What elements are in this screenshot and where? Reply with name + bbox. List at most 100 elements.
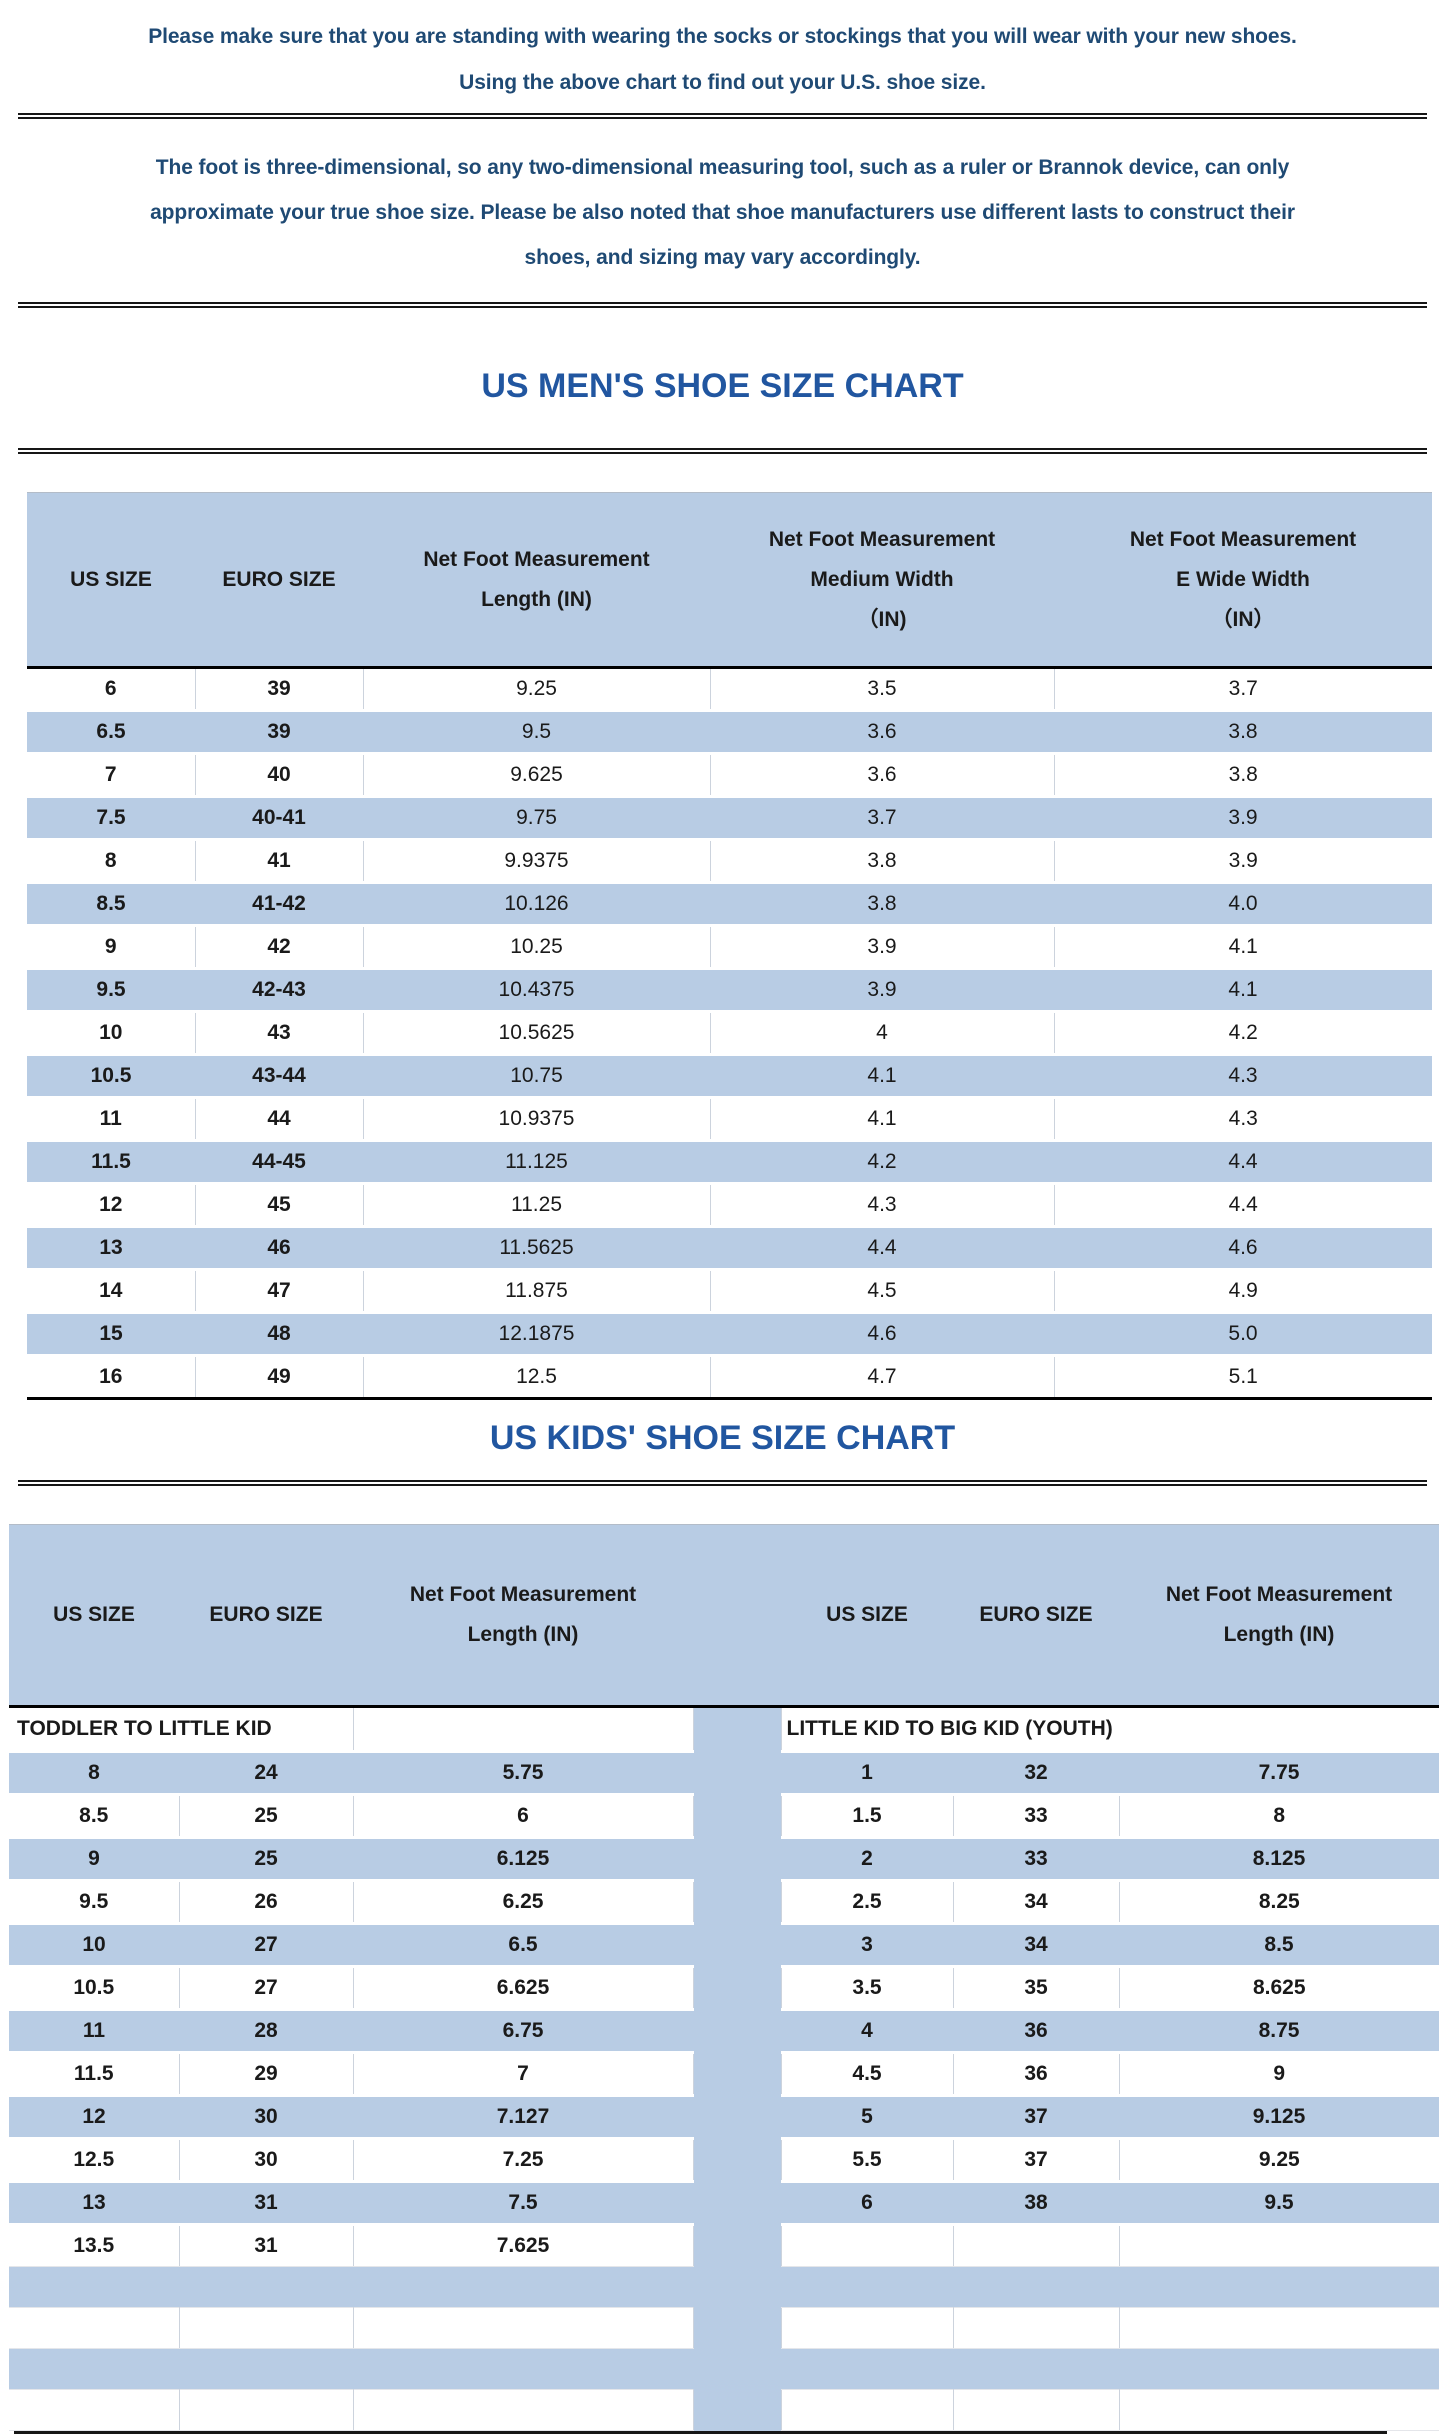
table-cell: 12.1875 bbox=[363, 1311, 710, 1357]
table-cell: 7 bbox=[352, 2052, 694, 2096]
header-line: Net Foot Measurement bbox=[1165, 1583, 1393, 1606]
table-row: 6.5 39 9.5 3.6 3.8 bbox=[27, 709, 1432, 755]
divider-rule bbox=[18, 302, 1427, 308]
table-cell: 4.1 bbox=[709, 1097, 1055, 1141]
table-cell: 10.126 bbox=[363, 881, 710, 927]
table-cell: 39 bbox=[194, 667, 364, 711]
table-cell: 3.7 bbox=[1053, 667, 1432, 711]
table-cell: 3.9 bbox=[710, 967, 1054, 1013]
table-cell: 3 bbox=[781, 1922, 953, 1968]
table-cell: 36 bbox=[952, 2052, 1120, 2096]
table-row: 8 24 5.75 1 32 7.75 bbox=[9, 1750, 1439, 1796]
table-row: 9.5 42-43 10.4375 3.9 4.1 bbox=[27, 967, 1432, 1013]
table-cell: 37 bbox=[952, 2138, 1120, 2182]
table-cell: 25 bbox=[178, 1794, 354, 1838]
column-header-e-wide-width: Net Foot Measurement E Wide Width （IN） bbox=[1054, 492, 1432, 669]
header-line: Length (IN) bbox=[467, 1623, 579, 1646]
kids-size-table: US SIZE EURO SIZE Net Foot Measurement Le… bbox=[9, 1524, 1439, 2431]
table-cell: 3.8 bbox=[709, 839, 1055, 883]
table-row: 8.5 25 6 1.5 33 8 bbox=[9, 1794, 1439, 1838]
disclaimer-line: shoes, and sizing may vary accordingly. bbox=[524, 246, 921, 269]
table-cell: 2.5 bbox=[780, 1880, 954, 1924]
table-cell: 5 bbox=[781, 2094, 953, 2140]
table-cell: 12.5 bbox=[9, 2138, 180, 2182]
table-cell: 3.6 bbox=[709, 753, 1055, 797]
table-cell: 6.5 bbox=[353, 1922, 693, 1968]
table-cell: 4.2 bbox=[710, 1139, 1054, 1185]
table-cell: 40 bbox=[194, 753, 364, 797]
table-cell: 4 bbox=[781, 2008, 953, 2054]
table-cell: 26 bbox=[178, 1880, 354, 1924]
section-title-right: LITTLE KID TO BIG KID (YOUTH) bbox=[780, 1706, 1439, 1752]
table-cell: 3.9 bbox=[1054, 795, 1432, 841]
table-cell: 10.9375 bbox=[362, 1097, 711, 1141]
table-cell: 9 bbox=[9, 1836, 179, 1882]
table-cell: 45 bbox=[194, 1183, 364, 1227]
table-cell: 1 bbox=[781, 1750, 953, 1796]
table-row: 8 41 9.9375 3.8 3.9 bbox=[27, 839, 1432, 883]
table-cell: 3.5 bbox=[780, 1966, 954, 2010]
empty-cell bbox=[178, 2307, 354, 2349]
table-row: 11 44 10.9375 4.1 4.3 bbox=[27, 1097, 1432, 1141]
table-cell bbox=[780, 2224, 954, 2267]
table-row: 13 46 11.5625 4.4 4.6 bbox=[27, 1225, 1432, 1271]
table-row: 12 30 7.127 5 37 9.125 bbox=[9, 2094, 1439, 2140]
column-header-medium-width: Net Foot Measurement Medium Width （IN) bbox=[710, 492, 1054, 669]
table-cell: 9.25 bbox=[1118, 2138, 1439, 2182]
empty-row bbox=[9, 2307, 1439, 2349]
table-cell: 30 bbox=[179, 2094, 353, 2140]
empty-cell bbox=[1118, 2307, 1439, 2349]
table-cell: 4.1 bbox=[1054, 967, 1432, 1013]
table-cell: 6.125 bbox=[353, 1836, 693, 1882]
table-cell: 6 bbox=[27, 667, 196, 711]
table-cell: 9 bbox=[27, 925, 196, 969]
table-divider-column bbox=[693, 2307, 781, 2349]
column-header-us-size: US SIZE bbox=[781, 1524, 953, 1708]
table-cell: 10.25 bbox=[362, 925, 711, 969]
empty-cell bbox=[9, 2266, 1439, 2308]
table-cell: 9.5 bbox=[363, 709, 710, 755]
column-header-length: Net Foot Measurement Length (IN) bbox=[1119, 1524, 1439, 1708]
table-cell: 9.125 bbox=[1119, 2094, 1439, 2140]
column-header-us-size: US SIZE bbox=[9, 1524, 179, 1708]
table-row: 11.5 29 7 4.5 36 9 bbox=[9, 2052, 1439, 2096]
table-cell: 37 bbox=[953, 2094, 1119, 2140]
header-line: （IN） bbox=[1211, 607, 1275, 631]
table-cell: 4.0 bbox=[1054, 881, 1432, 927]
table-cell: 6 bbox=[781, 2180, 953, 2226]
table-row: 11 28 6.75 4 36 8.75 bbox=[9, 2008, 1439, 2054]
table-cell: 13 bbox=[27, 1225, 195, 1271]
table-cell: 3.6 bbox=[710, 709, 1054, 755]
mens-chart-title: US MEN'S SHOE SIZE CHART bbox=[481, 367, 964, 405]
mens-size-table: US SIZE EURO SIZE Net Foot Measurement Le… bbox=[27, 492, 1432, 1400]
table-cell: 13 bbox=[9, 2180, 179, 2226]
header-line: （IN) bbox=[857, 607, 907, 631]
table-cell: 40-41 bbox=[195, 795, 363, 841]
section-title-left: TODDLER TO LITTLE KID bbox=[9, 1706, 354, 1752]
table-cell: 11.25 bbox=[362, 1183, 711, 1227]
table-divider-column bbox=[693, 1524, 781, 1708]
table-cell: 4.5 bbox=[780, 2052, 954, 2096]
table-row: 11.5 44-45 11.125 4.2 4.4 bbox=[27, 1139, 1432, 1185]
header-line: EURO SIZE bbox=[222, 567, 336, 591]
notice-line: Please make sure that you are standing w… bbox=[148, 25, 1297, 48]
table-cell: 10.5625 bbox=[362, 1011, 711, 1055]
table-divider-column bbox=[693, 2224, 781, 2267]
table-cell: 1.5 bbox=[780, 1794, 954, 1838]
header-row: US SIZE EURO SIZE Net Foot Measurement Le… bbox=[9, 1524, 1439, 1708]
table-cell: 15 bbox=[27, 1311, 195, 1357]
table-cell: 8.625 bbox=[1118, 1966, 1439, 2010]
table-divider-column bbox=[693, 2389, 781, 2431]
table-cell: 36 bbox=[953, 2008, 1119, 2054]
notice-line: Using the above chart to find out your U… bbox=[459, 71, 986, 94]
header-line: Length (IN) bbox=[1223, 1623, 1335, 1646]
table-cell: 10.5 bbox=[27, 1053, 195, 1099]
table-cell: 25 bbox=[179, 1836, 353, 1882]
table-cell: 5.75 bbox=[353, 1750, 693, 1796]
table-cell: 8.75 bbox=[1119, 2008, 1439, 2054]
table-cell: 44-45 bbox=[195, 1139, 363, 1185]
table-cell: 4.5 bbox=[709, 1269, 1055, 1313]
table-divider-column bbox=[693, 1794, 781, 1838]
header-line: Net Foot Measurement bbox=[409, 1583, 637, 1606]
empty-cell bbox=[952, 2389, 1120, 2431]
